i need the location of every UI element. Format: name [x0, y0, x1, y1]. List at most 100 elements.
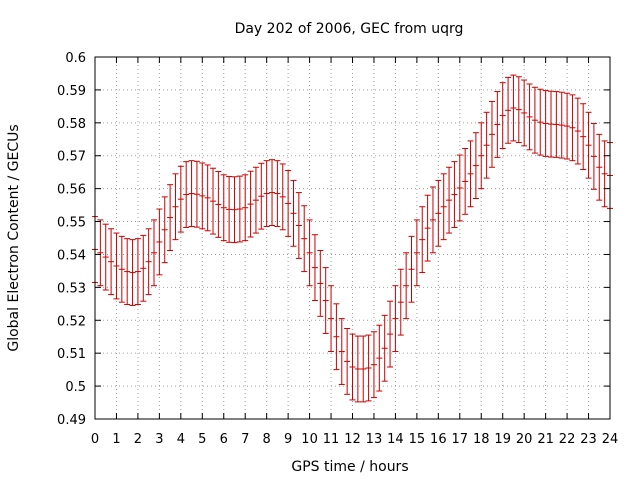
error-bar-point	[521, 79, 528, 147]
x-tick-label: 15	[409, 432, 426, 447]
x-tick-label: 21	[537, 432, 554, 447]
error-bar-point	[204, 164, 211, 232]
error-bar-point	[290, 179, 297, 247]
error-bar-point	[226, 175, 233, 243]
error-bar-point	[108, 228, 115, 296]
error-bar-point	[494, 91, 501, 158]
x-tick-label: 8	[263, 432, 271, 447]
error-bar-point	[488, 100, 495, 168]
error-bar-point	[585, 111, 592, 179]
x-tick-label: 10	[301, 432, 318, 447]
error-bar-point	[306, 219, 313, 287]
error-bar-point	[199, 162, 206, 230]
error-bar-point	[349, 333, 356, 401]
error-bar-point	[547, 90, 554, 158]
x-tick-label: 4	[177, 432, 185, 447]
error-bar-point	[462, 147, 469, 215]
x-tick-label: 0	[91, 432, 99, 447]
error-bar-point	[387, 300, 394, 368]
y-axis-label: Global Electron Content / GECUs	[6, 124, 22, 351]
error-bar-point	[231, 176, 238, 244]
error-bar-point	[360, 335, 367, 403]
x-tick-label: 1	[112, 432, 120, 447]
error-bar-point	[376, 324, 383, 392]
error-bar-point	[252, 166, 259, 234]
error-bar-point	[472, 132, 479, 200]
error-bar-point	[429, 186, 436, 254]
x-tick-label: 3	[155, 432, 163, 447]
x-tick-label: 14	[387, 432, 404, 447]
y-tick-label: 0.53	[57, 281, 86, 296]
error-bar-point	[413, 219, 420, 287]
error-bar-point	[274, 160, 281, 227]
error-bar-point	[381, 314, 388, 382]
y-tick-label: 0.59	[57, 84, 86, 99]
error-bars	[92, 74, 613, 403]
error-bar-point	[564, 92, 571, 160]
x-axis-ticks: 0 1 2 3 4 5 6 7 8 9 10 11 12 13 14 15 16 17 18 19 20 21 22 23 24	[91, 57, 618, 447]
error-bar-point	[113, 232, 120, 300]
x-tick-label: 7	[241, 432, 249, 447]
error-bar-point	[97, 219, 104, 287]
error-bar-point	[301, 205, 308, 273]
error-bar-point	[478, 122, 485, 190]
chart-title: Day 202 of 2006, GEC from uqrg	[235, 21, 464, 37]
error-bar-point	[258, 162, 265, 230]
y-tick-label: 0.52	[57, 314, 86, 329]
error-bar-point	[531, 86, 538, 154]
x-tick-label: 5	[198, 432, 206, 447]
error-bar-point	[156, 208, 163, 276]
y-tick-label: 0.55	[57, 216, 86, 231]
y-tick-label: 0.5	[65, 380, 86, 395]
error-bar-point	[574, 97, 581, 165]
error-bar-point	[446, 166, 453, 234]
error-bar-point	[408, 235, 415, 303]
x-tick-label: 17	[452, 432, 469, 447]
error-bar-point	[467, 140, 474, 208]
error-bar-point	[365, 334, 372, 402]
error-bar-point	[596, 133, 603, 201]
x-tick-label: 24	[602, 432, 619, 447]
error-bar-point	[145, 228, 152, 296]
y-tick-label: 0.54	[57, 248, 86, 263]
error-bar-point	[242, 174, 249, 242]
y-tick-label: 0.57	[57, 150, 86, 165]
error-bar-point	[140, 234, 147, 302]
error-bar-point	[328, 285, 335, 353]
error-bar-point	[177, 165, 184, 233]
error-bar-point	[124, 238, 131, 305]
error-bar-point	[397, 268, 404, 336]
x-tick-label: 18	[473, 432, 490, 447]
x-tick-label: 19	[494, 432, 511, 447]
error-bar-point	[601, 140, 608, 208]
error-bar-point	[118, 235, 125, 303]
y-tick-label: 0.56	[57, 183, 86, 198]
error-bar-point	[167, 184, 174, 252]
x-tick-label: 13	[366, 432, 383, 447]
error-bar-point	[354, 335, 361, 403]
x-tick-label: 22	[559, 432, 576, 447]
x-tick-label: 6	[220, 432, 228, 447]
y-axis-ticks: 0.49 0.5 0.51 0.52 0.53 0.54 0.55 0.56 0.57 0.58 0…	[57, 51, 610, 428]
x-tick-label: 12	[344, 432, 361, 447]
error-bar-point	[403, 252, 410, 320]
error-bar-point	[295, 192, 302, 259]
error-bar-point	[542, 90, 549, 157]
error-bar-point	[247, 170, 254, 238]
error-bar-point	[440, 173, 447, 241]
error-bar-point	[526, 83, 533, 151]
error-bar-point	[210, 167, 217, 235]
error-bar-point	[483, 111, 490, 179]
error-bar-point	[172, 173, 179, 241]
x-tick-label: 9	[284, 432, 292, 447]
error-bar-point	[285, 170, 292, 237]
error-bar-point	[151, 219, 158, 287]
error-bar-point	[558, 91, 565, 159]
error-bar-point	[317, 250, 324, 317]
x-tick-label: 16	[430, 432, 447, 447]
error-bar-point	[392, 285, 399, 353]
error-bar-point	[451, 161, 458, 228]
error-bar-point	[311, 234, 318, 302]
error-bar-point	[515, 76, 522, 144]
